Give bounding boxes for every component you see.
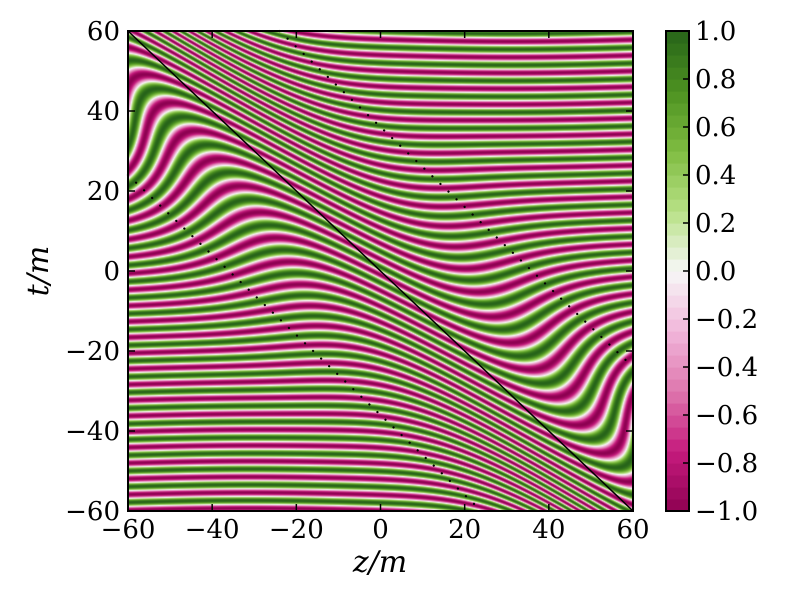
colorbar-band [666, 271, 689, 284]
colorbar-band [666, 295, 689, 308]
overlay-lines [126, 29, 635, 513]
colorbar-band [666, 487, 689, 500]
colorbar-band [666, 415, 689, 428]
colorbar-band [666, 355, 689, 368]
colorbar-band [666, 499, 689, 512]
x-axis-ticks: −60 −40 −20 0 20 40 60 [101, 31, 650, 545]
colorbar-band [666, 403, 689, 416]
x-tick-label: −40 [185, 515, 240, 545]
colorbar-band [666, 163, 689, 176]
colorbar-tick-label: 0.4 [695, 161, 736, 191]
colorbar-tick-label: 0.8 [695, 65, 736, 95]
colorbar-band [666, 211, 689, 224]
colorbar-band [666, 103, 689, 116]
x-tick-label: −20 [269, 515, 324, 545]
x-tick-label: 20 [448, 515, 481, 545]
colorbar-tick-label: −0.6 [695, 401, 758, 431]
colorbar-band [666, 67, 689, 80]
colorbar-tick-label: 1.0 [695, 17, 736, 47]
x-tick-label: −60 [101, 515, 156, 545]
y-tick-label: 40 [87, 97, 120, 127]
colorbar-tick-label: −1.0 [695, 497, 758, 527]
x-tick-label: 0 [372, 515, 389, 545]
colorbar-band [666, 127, 689, 140]
colorbar-band [666, 91, 689, 104]
colorbar-band [666, 139, 689, 152]
colorbar-band [666, 199, 689, 212]
colorbar-gradient [666, 31, 689, 512]
y-tick-label: 0 [103, 257, 120, 287]
colorbar-band [666, 175, 689, 188]
colorbar-band [666, 283, 689, 296]
colorbar-band [666, 235, 689, 248]
colorbar-tick-label: −0.8 [695, 449, 758, 479]
y-axis-label: t/m [21, 246, 56, 297]
y-tick-label: 60 [87, 17, 120, 47]
colorbar-band [666, 475, 689, 488]
colorbar-band [666, 79, 689, 92]
colorbar-tick-label: 0.2 [695, 209, 736, 239]
colorbar-tick-label: −0.4 [695, 353, 758, 383]
dotted-line-1 [126, 173, 483, 513]
x-tick-label: 40 [532, 515, 565, 545]
colorbar-band [666, 247, 689, 260]
colorbar-band [666, 151, 689, 164]
colorbar-tick-label: −0.2 [695, 305, 758, 335]
colorbar-band [666, 259, 689, 272]
colorbar-band [666, 379, 689, 392]
colorbar-band [666, 439, 689, 452]
colorbar-band [666, 31, 689, 44]
colorbar-band [666, 307, 689, 320]
colorbar-band [666, 451, 689, 464]
x-axis-label: z/m [352, 545, 407, 580]
colorbar-band [666, 115, 689, 128]
colorbar-band [666, 187, 689, 200]
dotted-line-2 [278, 29, 635, 369]
colorbar-band [666, 331, 689, 344]
colorbar-tick-label: 0.6 [695, 113, 736, 143]
colorbar-band [666, 223, 689, 236]
colorbar-band [666, 463, 689, 476]
colorbar-tick-label: 0.0 [695, 257, 736, 287]
colorbar-ticks: −1.0 −0.8 −0.6 −0.4 −0.2 0.0 0.2 0.4 0.6 0.8 1.0 [683, 17, 758, 527]
colorbar-band [666, 367, 689, 380]
colorbar-band [666, 319, 689, 332]
colorbar-band [666, 343, 689, 356]
y-tick-label: 20 [87, 177, 120, 207]
colorbar-band [666, 391, 689, 404]
colorbar-band [666, 43, 689, 56]
colorbar-band [666, 55, 689, 68]
y-tick-label: −60 [65, 497, 120, 527]
colorbar-band [666, 427, 689, 440]
x-tick-label: 60 [616, 515, 649, 545]
solid-diagonal-line [127, 30, 634, 512]
colorbar: −1.0 −0.8 −0.6 −0.4 −0.2 0.0 0.2 0.4 0.6 0.8 1.0 [665, 17, 758, 527]
y-tick-label: −40 [65, 417, 120, 447]
y-axis-ticks: −60 −40 −20 0 20 40 60 [65, 17, 633, 527]
y-tick-label: −20 [65, 337, 120, 367]
